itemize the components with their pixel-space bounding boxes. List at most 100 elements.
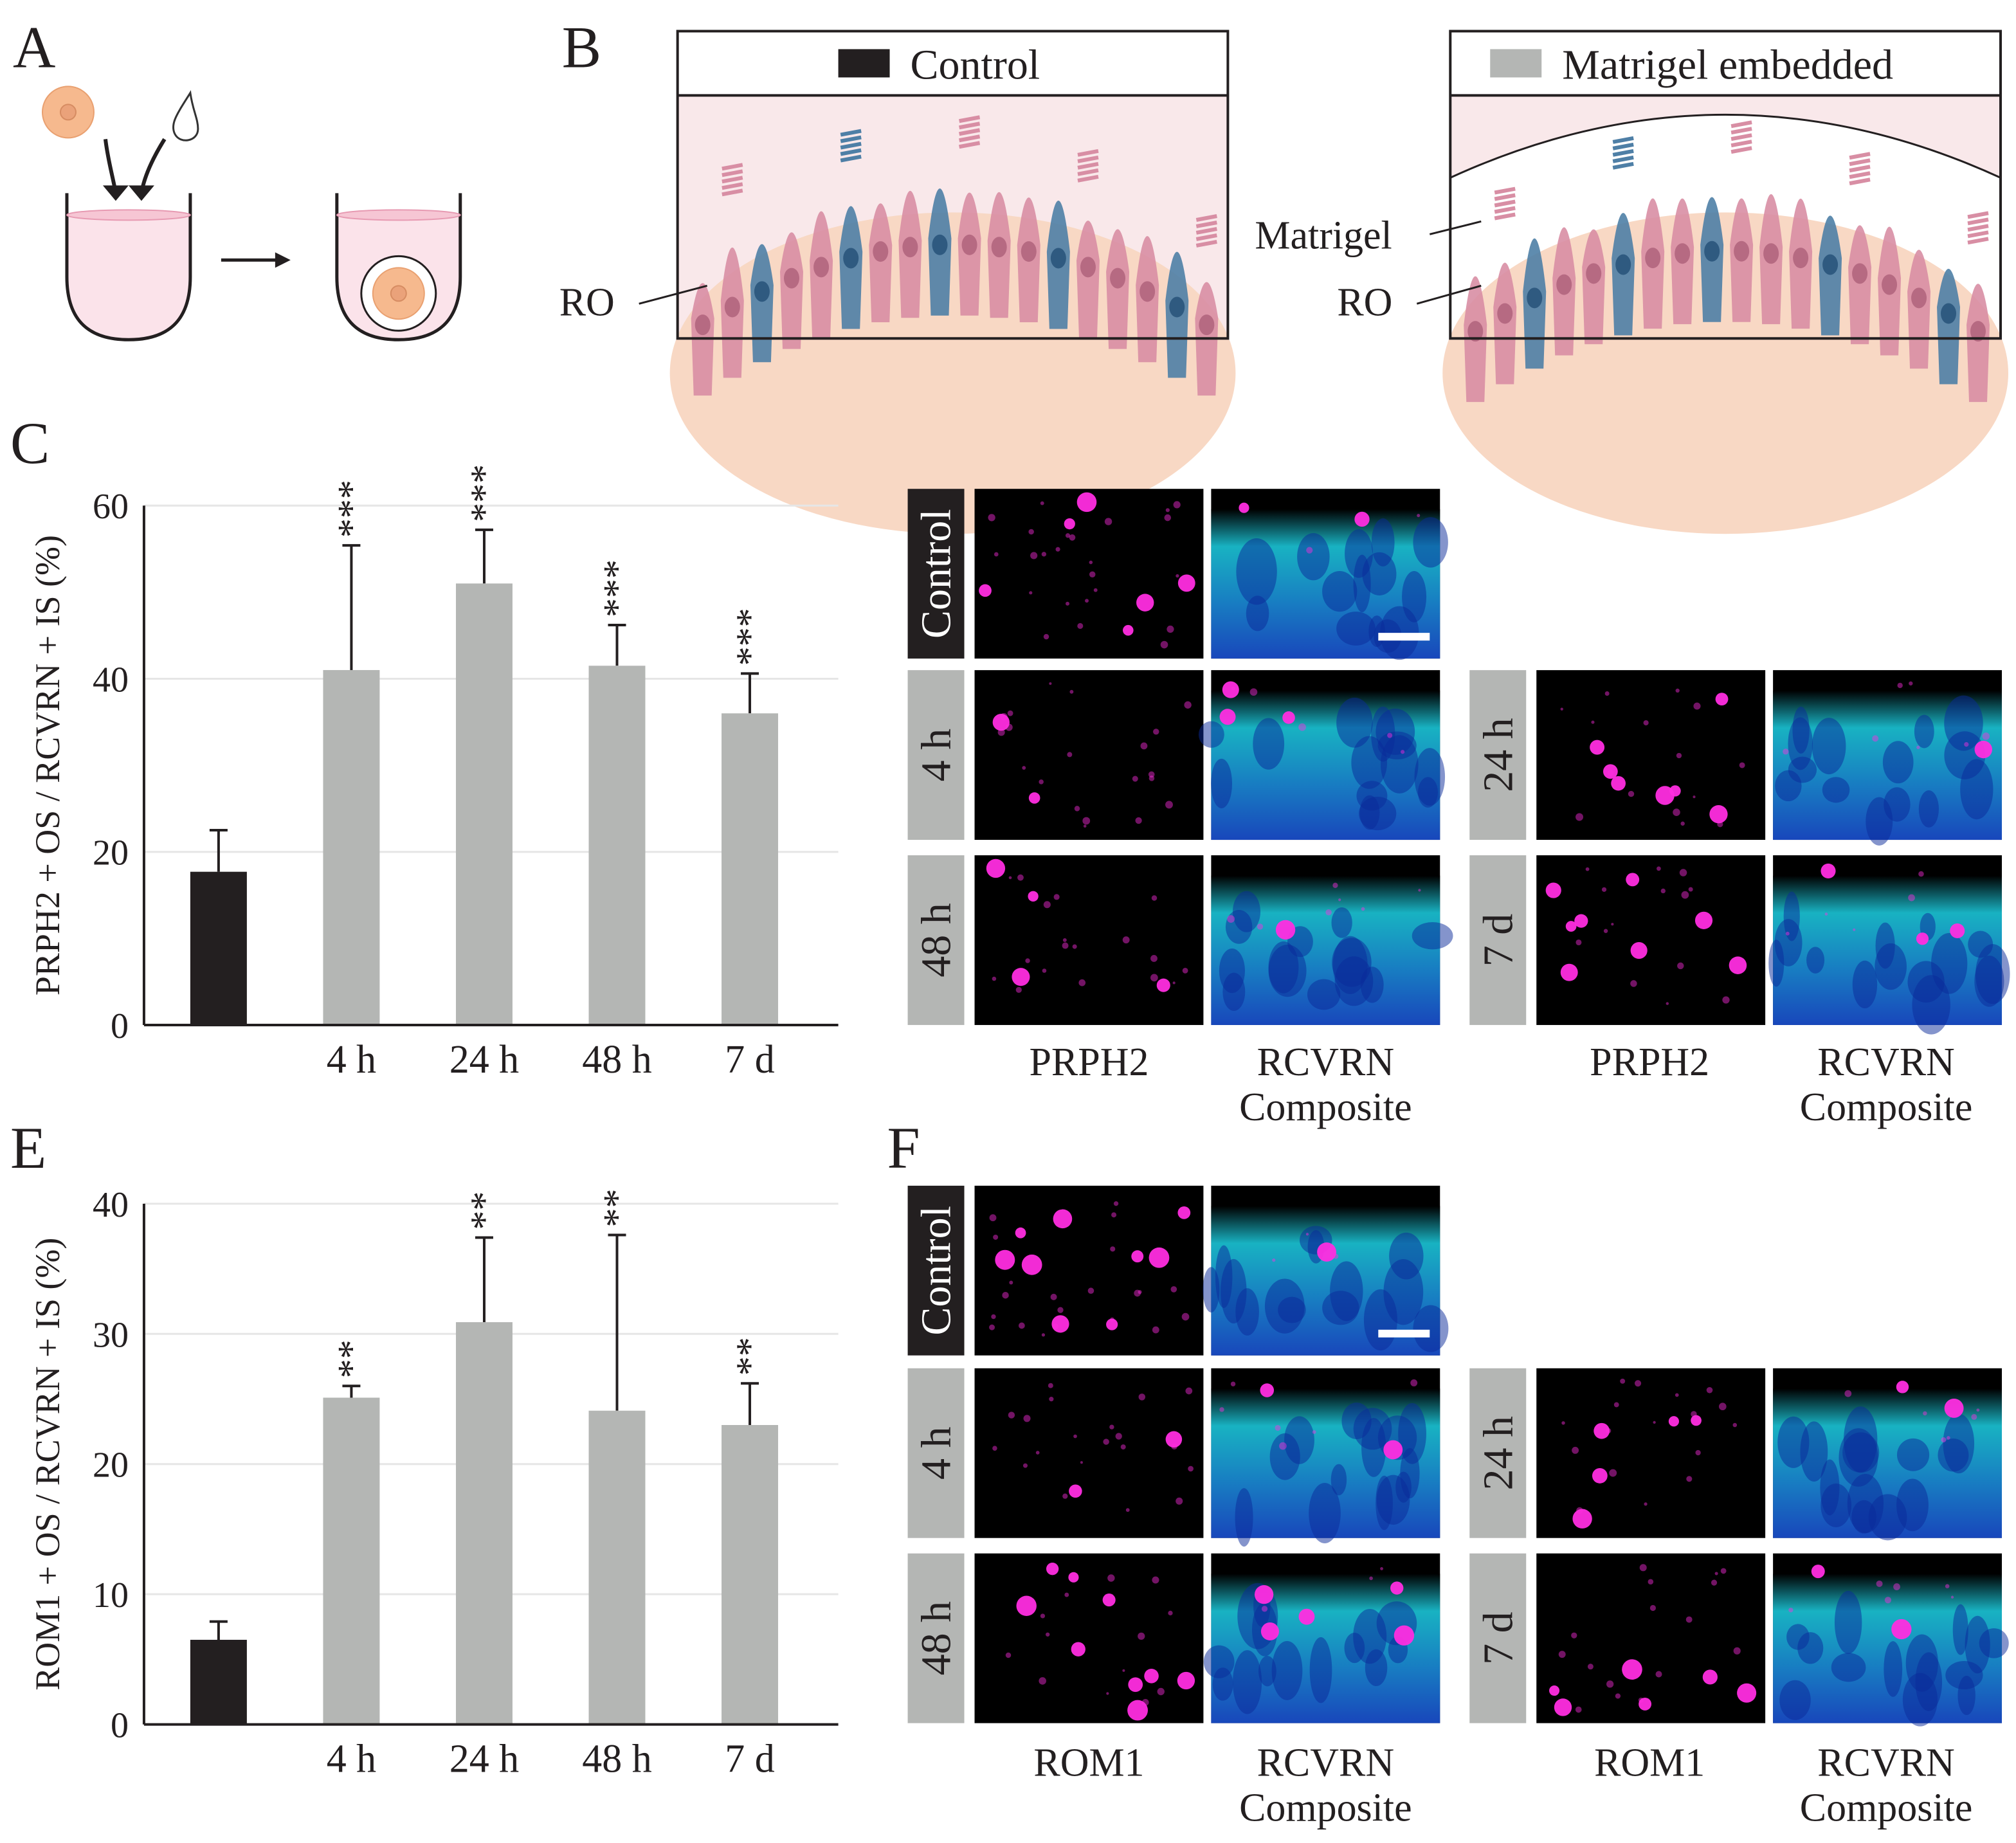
micrograph-signal — [1177, 1671, 1195, 1690]
disc — [1494, 199, 1516, 208]
micrograph-signal — [1944, 695, 1983, 751]
bar — [588, 666, 646, 1025]
micrograph-signal — [1715, 693, 1729, 706]
nucleus — [813, 257, 830, 278]
row-label-box — [1469, 1553, 1527, 1723]
micrograph-signal — [1604, 691, 1610, 696]
micrograph-signal — [1383, 1440, 1403, 1460]
micrograph-signal — [1135, 817, 1142, 824]
micrograph-signal — [1077, 622, 1084, 630]
micrograph-signal — [1198, 721, 1224, 748]
disc — [1195, 227, 1217, 235]
micrograph-signal — [1028, 529, 1034, 535]
significance: *** — [330, 480, 372, 538]
significance: ** — [729, 1337, 771, 1375]
micrograph-signal — [1666, 1002, 1669, 1005]
micrograph-signal — [1064, 518, 1075, 530]
row-label: 7 d — [1475, 914, 1521, 967]
disc — [1730, 146, 1752, 154]
micrograph-signal — [1891, 1619, 1912, 1640]
micrograph-signal — [1675, 688, 1680, 693]
micrograph-signal — [1655, 1671, 1662, 1678]
bar — [455, 1322, 513, 1725]
cell — [1076, 221, 1100, 338]
micrograph-signal — [1711, 1579, 1718, 1586]
micrograph-signal — [1908, 894, 1915, 902]
micrograph-signal — [1693, 702, 1701, 710]
micrograph-signal — [1131, 1250, 1144, 1263]
nucleus — [902, 237, 918, 258]
x-tick-label: 7 d — [725, 1038, 774, 1082]
micrograph-signal — [1173, 501, 1181, 509]
disc — [1612, 142, 1634, 150]
micrograph-signal — [1720, 1568, 1727, 1574]
micrograph-signal — [1115, 1433, 1122, 1440]
micrograph-signal — [993, 1234, 999, 1240]
nucleus — [1645, 248, 1661, 269]
micrograph-signal — [1897, 682, 1903, 689]
x-tick-label: 48 h — [582, 1038, 651, 1082]
micrograph-signal — [1008, 876, 1012, 880]
micrograph-signal — [1306, 547, 1313, 554]
disc — [959, 134, 981, 143]
micrograph-signal — [1030, 552, 1038, 559]
micrograph-signal — [1594, 1422, 1610, 1439]
micrograph-signal — [1062, 938, 1067, 942]
micrograph-signal — [1317, 1242, 1336, 1262]
disc — [1494, 193, 1516, 201]
micrograph-signal — [1177, 574, 1195, 592]
micrograph-signal — [1029, 591, 1033, 595]
micrograph-signal — [1896, 1438, 1930, 1471]
micrograph-signal — [1576, 939, 1582, 946]
micrograph-signal — [1706, 1386, 1713, 1394]
micrograph-signal — [1648, 1579, 1654, 1585]
micrograph-signal — [1052, 1323, 1059, 1330]
nucleus — [1527, 287, 1543, 309]
micrograph-signal — [1110, 1246, 1116, 1252]
disc — [959, 122, 981, 130]
micrograph-signal — [1368, 615, 1385, 647]
micrograph-signal — [1089, 560, 1093, 565]
disc — [1612, 136, 1634, 144]
nucleus — [1882, 274, 1898, 295]
micrograph-signal — [1688, 887, 1693, 892]
micrograph-signal — [1122, 936, 1130, 944]
micrograph-signal — [1820, 1459, 1840, 1516]
column-label: Composite — [1239, 1085, 1412, 1129]
scale-bar — [1378, 1329, 1430, 1338]
micrograph-signal — [1049, 1397, 1054, 1402]
micrograph-signal — [1048, 1383, 1053, 1388]
micrograph-signal — [1800, 1421, 1828, 1482]
nucleus — [991, 237, 1007, 258]
micrograph-signal — [1069, 534, 1076, 541]
legend-label: Matrigel embedded — [1562, 41, 1893, 88]
row-label: Control — [913, 509, 960, 639]
micrograph-signal — [1122, 1669, 1125, 1672]
micrograph-signal — [1268, 944, 1307, 997]
micrograph-signal — [1051, 1315, 1069, 1333]
micrograph-signal — [1737, 1683, 1757, 1703]
micrograph — [1536, 1368, 1766, 1538]
micrograph-signal — [1549, 1685, 1560, 1696]
micrograph-signal — [1008, 1412, 1015, 1419]
disc — [1612, 161, 1634, 170]
micrograph-signal — [1039, 1677, 1046, 1685]
micrograph-signal — [1853, 928, 1856, 931]
column-label: Composite — [1800, 1786, 1973, 1830]
nucleus — [724, 296, 740, 318]
micrograph-signal — [1960, 759, 1993, 820]
micrograph-signal — [1164, 514, 1172, 522]
micrograph-signal — [1968, 931, 1993, 958]
nucleus — [1199, 314, 1215, 336]
micrograph — [974, 855, 1204, 1025]
micrograph-signal — [1884, 787, 1911, 822]
micrograph-signal — [1783, 749, 1789, 755]
micrograph-signal — [1254, 1584, 1274, 1604]
micrograph-signal — [1952, 1604, 1968, 1655]
micrograph-signal — [1062, 1493, 1068, 1499]
micrograph-signal — [1739, 762, 1745, 768]
micrograph-signal — [1309, 1482, 1341, 1544]
micrograph-signal — [1007, 710, 1013, 716]
micrograph-signal — [1009, 1280, 1013, 1285]
micrograph-signal — [1354, 511, 1370, 527]
